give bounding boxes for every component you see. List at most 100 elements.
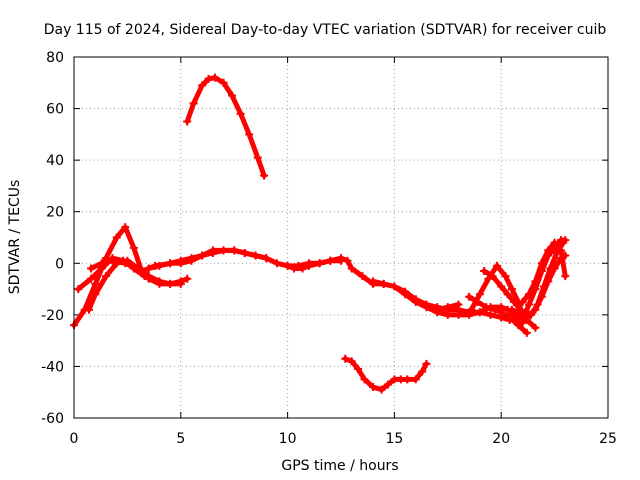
data-point — [422, 359, 431, 368]
data-point — [144, 272, 153, 281]
data-point — [341, 354, 350, 363]
data-point — [443, 303, 452, 312]
data-point — [561, 236, 570, 245]
y-axis-label: SDTVAR / TECUs — [7, 180, 23, 295]
data-point — [204, 74, 213, 83]
data-point — [138, 267, 147, 276]
data-point — [87, 264, 96, 273]
data-point — [189, 99, 198, 108]
data-point — [537, 292, 546, 301]
data-point — [480, 267, 489, 276]
y-tick-label: -20 — [41, 308, 64, 324]
data-point — [507, 285, 516, 294]
data-point — [518, 316, 527, 325]
chart-title: Day 115 of 2024, Sidereal Day-to-day VTE… — [44, 22, 607, 38]
data-point — [492, 261, 501, 270]
series-line — [71, 224, 145, 328]
data-point — [210, 73, 219, 82]
data-point — [383, 380, 392, 389]
x-tick-label: 20 — [492, 431, 510, 447]
x-tick-label: 25 — [599, 431, 617, 447]
data-point — [236, 109, 245, 118]
data-point — [121, 223, 130, 232]
data-point — [503, 290, 512, 299]
y-tick-label: -60 — [41, 411, 64, 427]
data-point — [198, 251, 207, 260]
data-point — [155, 261, 164, 270]
data-point — [369, 383, 378, 392]
data-point — [304, 259, 313, 268]
data-point — [454, 310, 463, 319]
series-arc-s — [518, 236, 570, 325]
data-point — [347, 264, 356, 273]
data-point — [360, 375, 369, 384]
data-point — [544, 251, 553, 260]
data-point — [443, 310, 452, 319]
x-tick-label: 5 — [176, 431, 185, 447]
data-point — [524, 300, 533, 309]
data-point — [507, 305, 516, 314]
data-point — [84, 305, 93, 314]
series-line — [468, 263, 526, 318]
y-tick-label: 40 — [46, 153, 64, 169]
data-point — [219, 246, 228, 255]
data-point — [326, 256, 335, 265]
data-point — [518, 297, 527, 306]
data-point — [283, 261, 292, 270]
y-tick-label: 20 — [46, 205, 64, 221]
data-point — [240, 248, 249, 257]
data-point — [411, 375, 420, 384]
data-point — [112, 233, 121, 242]
data-point — [501, 272, 510, 281]
data-point — [505, 313, 514, 322]
data-point — [510, 297, 519, 306]
y-tick-label: 0 — [55, 256, 64, 272]
data-point — [176, 256, 185, 265]
data-point — [228, 91, 237, 100]
data-point — [183, 117, 192, 126]
data-point — [403, 375, 412, 384]
data-point — [97, 259, 106, 268]
data-point — [245, 130, 254, 139]
data-point — [418, 367, 427, 376]
data-point — [358, 272, 367, 281]
data-point — [144, 264, 153, 273]
data-point — [315, 259, 324, 268]
data-point — [514, 321, 523, 330]
data-point — [377, 385, 386, 394]
series-arc-j — [341, 354, 431, 394]
data-point — [91, 290, 100, 299]
data-point — [379, 279, 388, 288]
data-point — [102, 272, 111, 281]
data-point — [176, 279, 185, 288]
data-point — [467, 305, 476, 314]
data-point — [347, 357, 356, 366]
data-point — [208, 248, 217, 257]
data-point — [522, 328, 531, 337]
data-point — [531, 285, 540, 294]
data-point — [166, 279, 175, 288]
tick-layer: 0 5 10 15 20 25 -60 -40 -20 0 20 40 60 80 — [41, 50, 617, 447]
x-axis-label: GPS time / hours — [281, 458, 398, 474]
data-point — [557, 254, 566, 263]
data-point — [497, 282, 506, 291]
data-point — [531, 323, 540, 332]
x-tick-label: 15 — [385, 431, 403, 447]
data-point — [134, 264, 143, 273]
data-point — [260, 171, 269, 180]
plot-frame — [73, 56, 609, 419]
data-point — [155, 277, 164, 286]
y-tick-label: 80 — [46, 50, 64, 66]
data-point — [531, 305, 540, 314]
data-point — [129, 243, 138, 252]
data-point — [514, 308, 523, 317]
data-point — [475, 308, 484, 317]
data-point — [253, 153, 262, 162]
data-point — [262, 254, 271, 263]
data-point — [411, 295, 420, 304]
data-point — [550, 264, 559, 273]
data-point — [121, 259, 130, 268]
data-point — [557, 246, 566, 255]
data-point — [230, 246, 239, 255]
